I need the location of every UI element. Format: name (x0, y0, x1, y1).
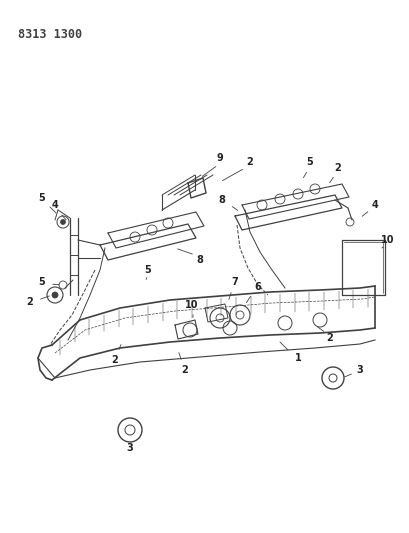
Text: 5: 5 (144, 265, 151, 275)
Text: 6: 6 (254, 282, 261, 292)
Text: 2: 2 (246, 157, 253, 167)
Text: 10: 10 (185, 300, 198, 310)
Text: 4: 4 (52, 200, 58, 210)
Text: 4: 4 (371, 200, 378, 210)
Text: 8313 1300: 8313 1300 (18, 28, 82, 41)
Text: 7: 7 (231, 277, 238, 287)
Text: 5: 5 (306, 157, 312, 167)
Text: 8: 8 (218, 195, 225, 205)
Text: 9: 9 (216, 153, 223, 163)
Text: 2: 2 (326, 333, 333, 343)
Text: 2: 2 (181, 365, 188, 375)
Text: 5: 5 (38, 277, 45, 287)
Text: 2: 2 (334, 163, 341, 173)
Text: 10: 10 (380, 235, 394, 245)
Text: 3: 3 (356, 365, 362, 375)
Text: 3: 3 (126, 443, 133, 453)
Text: 2: 2 (27, 297, 33, 307)
Circle shape (52, 292, 58, 298)
Text: 1: 1 (294, 353, 301, 363)
Circle shape (61, 220, 65, 224)
Text: 5: 5 (38, 193, 45, 203)
Text: 2: 2 (111, 355, 118, 365)
Text: 8: 8 (196, 255, 203, 265)
